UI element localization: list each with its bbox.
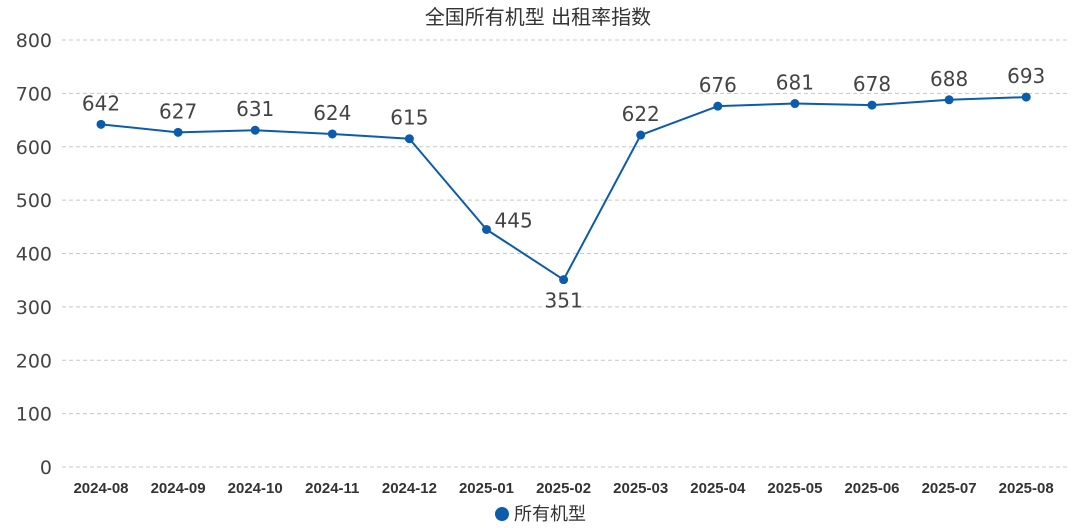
data-point[interactable] [482,224,491,234]
y-axis-ticks: 0 100 200 300 400 500 600 700 800 [16,30,52,479]
data-label: 681 [776,71,814,95]
data-label: 676 [699,73,737,97]
y-tick-label: 200 [16,350,52,372]
series-layer [96,92,1031,285]
x-tick-label: 2025-05 [767,480,822,497]
x-tick-label: 2025-06 [844,480,899,497]
x-tick-label: 2025-01 [459,480,514,497]
data-label: 642 [82,91,120,115]
x-tick-label: 2025-04 [690,480,746,497]
y-tick-label: 700 [16,83,52,105]
x-tick-label: 2024-08 [73,480,128,497]
y-tick-label: 100 [16,404,52,426]
data-point[interactable] [790,99,800,109]
data-label: 693 [1007,64,1045,88]
data-point[interactable] [96,119,106,129]
data-point[interactable] [404,134,414,144]
data-point[interactable] [636,130,646,140]
data-point[interactable] [867,100,877,110]
data-label: 624 [313,101,351,125]
y-tick-label: 400 [16,244,52,266]
data-label: 678 [853,72,891,96]
data-point[interactable] [944,95,954,105]
legend-label: 所有机型 [514,504,586,523]
legend-marker-icon [495,507,509,521]
data-labels: 642 627 631 624 615 445 351 622 676 681 678 688 693 [82,64,1045,313]
chart-title: 全国所有机型 出租率指数 [425,5,651,29]
data-label: 615 [390,106,428,130]
x-tick-label: 2024-10 [228,480,283,497]
y-tick-label: 0 [40,457,52,479]
data-label: 622 [622,102,660,126]
data-point[interactable] [713,101,723,111]
data-label: 627 [159,99,197,123]
y-tick-label: 800 [16,30,52,52]
data-point[interactable] [559,275,569,285]
x-axis-ticks: 2024-08 2024-09 2024-10 2024-11 2024-12 2025-… [73,480,1053,497]
data-label: 688 [930,67,968,91]
data-point[interactable] [250,125,260,135]
data-label: 631 [236,97,274,121]
series-line [100,96,1027,281]
y-tick-label: 600 [16,137,52,159]
x-tick-label: 2025-03 [613,480,668,497]
y-tick-label: 300 [16,297,52,319]
x-tick-label: 2024-12 [382,480,437,497]
data-point[interactable] [1021,92,1031,102]
x-tick-label: 2024-09 [151,480,206,497]
data-label: 351 [545,289,583,313]
data-point[interactable] [327,129,337,139]
data-label: 445 [495,208,533,232]
data-point[interactable] [173,127,183,137]
y-tick-label: 500 [16,190,52,212]
x-tick-label: 2024-11 [305,480,359,497]
x-tick-label: 2025-08 [999,480,1054,497]
grid-layer [62,39,1068,468]
x-tick-label: 2025-02 [536,480,591,497]
x-tick-label: 2025-07 [922,480,977,497]
legend[interactable]: 所有机型 [495,504,586,525]
